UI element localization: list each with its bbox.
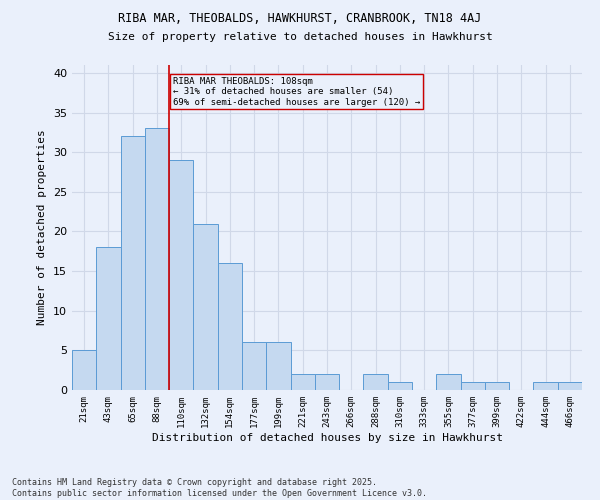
Y-axis label: Number of detached properties: Number of detached properties [37,130,47,326]
Bar [72,350,96,390]
Bar [315,374,339,390]
Text: Size of property relative to detached houses in Hawkhurst: Size of property relative to detached ho… [107,32,493,42]
Bar [436,374,461,390]
Text: Contains HM Land Registry data © Crown copyright and database right 2025.
Contai: Contains HM Land Registry data © Crown c… [12,478,427,498]
Bar [533,382,558,390]
Bar [461,382,485,390]
Bar [193,224,218,390]
Bar [96,248,121,390]
Bar [169,160,193,390]
X-axis label: Distribution of detached houses by size in Hawkhurst: Distribution of detached houses by size … [151,432,503,442]
Text: RIBA MAR THEOBALDS: 108sqm
← 31% of detached houses are smaller (54)
69% of semi: RIBA MAR THEOBALDS: 108sqm ← 31% of deta… [173,77,420,106]
Bar [388,382,412,390]
Bar [290,374,315,390]
Bar [121,136,145,390]
Bar [485,382,509,390]
Bar [242,342,266,390]
Bar [218,263,242,390]
Bar [145,128,169,390]
Bar [558,382,582,390]
Bar [364,374,388,390]
Text: RIBA MAR, THEOBALDS, HAWKHURST, CRANBROOK, TN18 4AJ: RIBA MAR, THEOBALDS, HAWKHURST, CRANBROO… [118,12,482,26]
Bar [266,342,290,390]
